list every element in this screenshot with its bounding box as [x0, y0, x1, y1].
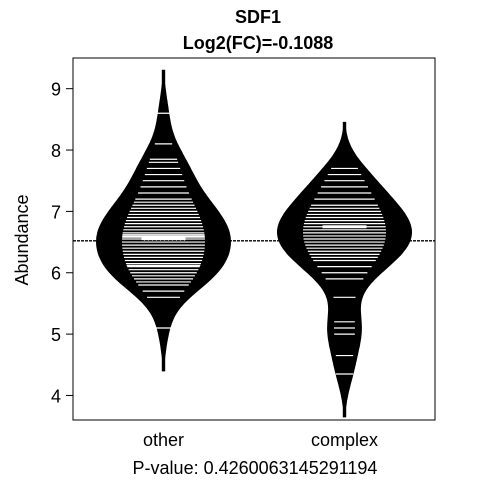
bean-other: [95, 69, 232, 372]
y-tick-label: 6: [51, 264, 61, 284]
y-axis: 4 5 6 7 8 9: [51, 80, 73, 406]
y-axis-label: Abundance: [12, 194, 32, 285]
y-tick-label: 4: [51, 386, 61, 406]
y-tick-label: 5: [51, 325, 61, 345]
bean-shape-complex: [277, 121, 412, 418]
y-tick-label: 9: [51, 80, 61, 100]
chart-title: SDF1: [235, 7, 281, 27]
y-tick-label: 8: [51, 141, 61, 161]
y-tick-label: 7: [51, 202, 61, 222]
x-category-label: other: [143, 430, 184, 450]
bean-complex: [277, 121, 412, 418]
beans-layer: [95, 69, 412, 418]
x-axis-label: P-value: 0.4260063145291194: [133, 458, 378, 478]
x-category-label: complex: [311, 430, 378, 450]
chart-subtitle: Log2(FC)=-0.1088: [183, 33, 334, 53]
plot-frame: [72, 57, 436, 421]
x-axis: other complex: [143, 430, 378, 450]
